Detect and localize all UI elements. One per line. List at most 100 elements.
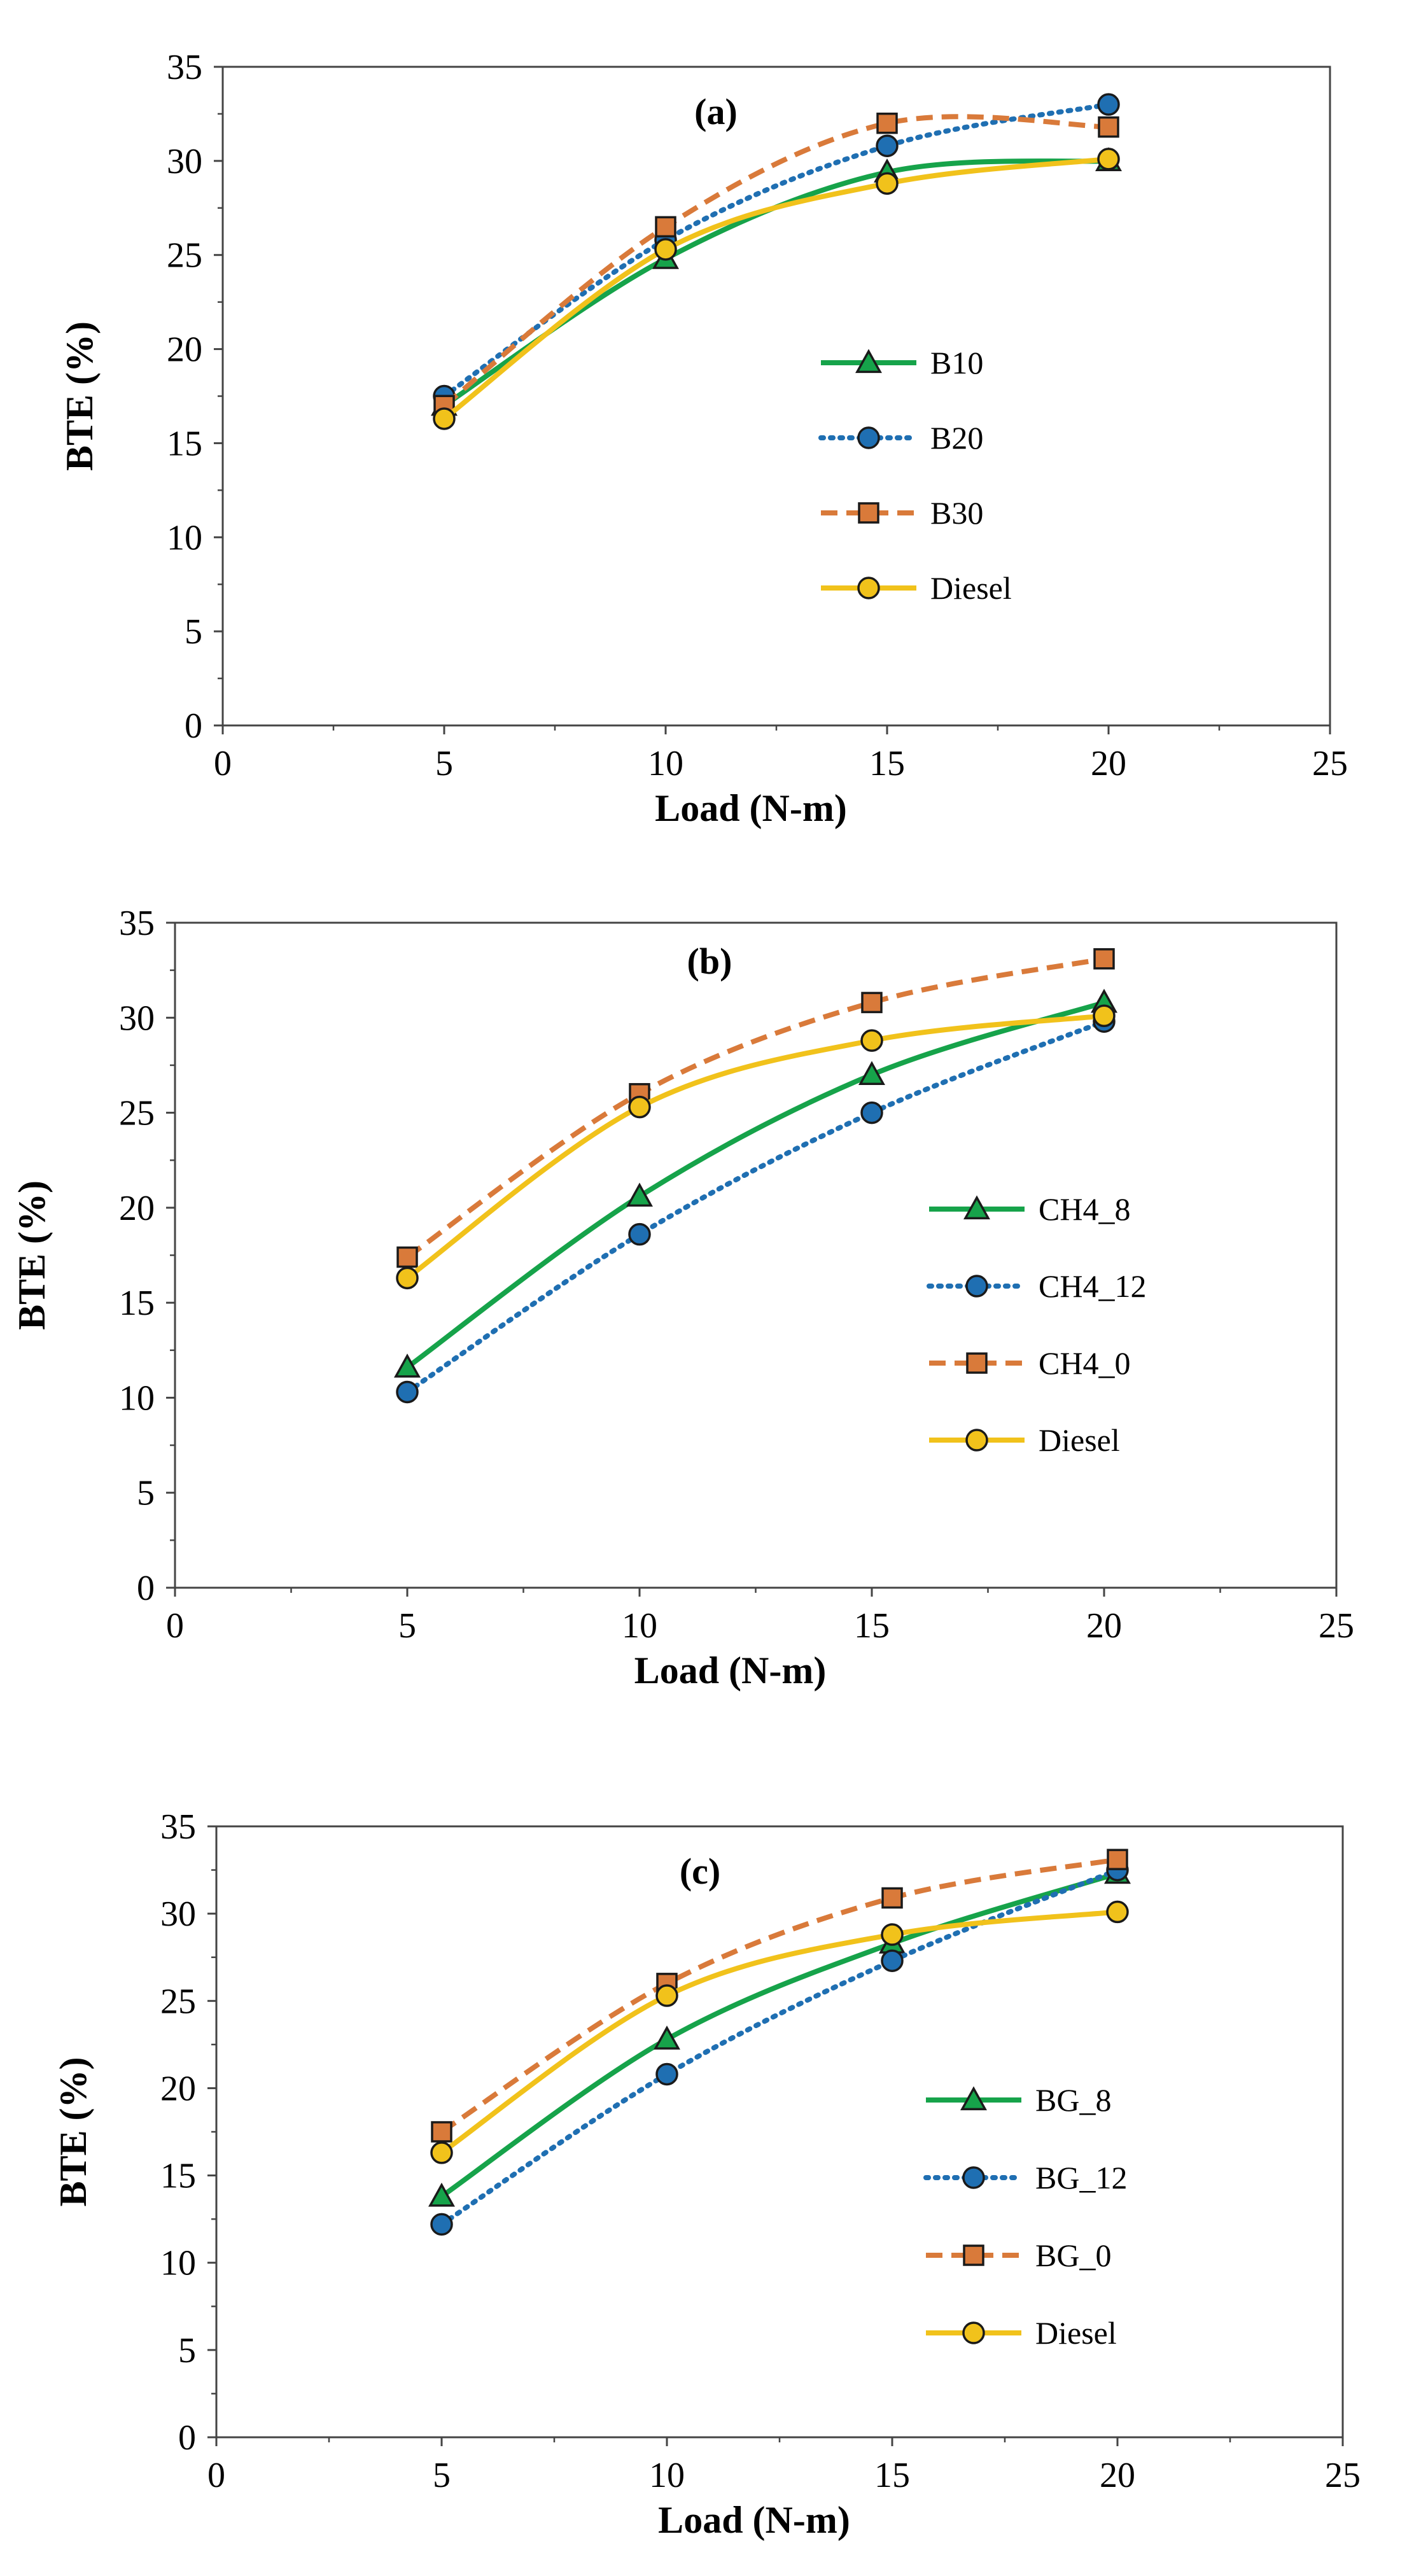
data-point-CH4_0-15: [861, 991, 883, 1014]
data-point-BG_12-15: [881, 1949, 904, 1972]
series-line-BG_8: [440, 1871, 1119, 2199]
legend-label-CH4_0: CH4_0: [1039, 1345, 1130, 1381]
legend-label-Diesel: Diesel: [930, 570, 1012, 606]
legend-marker-Diesel: [857, 577, 880, 599]
y-tick-label: 5: [178, 2331, 196, 2370]
x-tick-label: 20: [1100, 2456, 1135, 2495]
y-axis-title: BTE (%): [59, 321, 101, 471]
legend-label-BG_8: BG_8: [1035, 2082, 1111, 2118]
data-point-Diesel-5: [396, 1266, 419, 1290]
data-point-BG_12-5: [430, 2213, 453, 2236]
data-point-BG_0-20: [1107, 1849, 1128, 1870]
legend-label-Diesel: Diesel: [1035, 2315, 1117, 2351]
data-point-CH4_12-5: [396, 1380, 419, 1404]
data-point-Diesel-10: [655, 1984, 678, 2007]
legend-marker-B20: [857, 426, 880, 449]
x-tick-label: 20: [1091, 744, 1126, 783]
series-line-BG_12: [439, 1867, 1120, 2227]
y-tick-label: 10: [167, 518, 202, 557]
legend-label-CH4_12: CH4_12: [1039, 1268, 1146, 1304]
series-line-B30: [442, 114, 1109, 408]
x-tick-label: 15: [854, 1606, 890, 1646]
series-line-Diesel: [440, 1909, 1118, 2155]
x-tick-label: 20: [1086, 1606, 1122, 1646]
x-tick-label: 10: [622, 1606, 657, 1646]
y-tick-label: 0: [185, 706, 202, 746]
legend-label-CH4_8: CH4_8: [1039, 1191, 1130, 1227]
data-point-BG_12-10: [655, 2062, 678, 2086]
y-tick-label: 15: [119, 1284, 155, 1323]
data-point-BG_0-5: [431, 2121, 452, 2143]
series-line-Diesel: [405, 1013, 1105, 1280]
y-tick-label: 20: [160, 2069, 196, 2108]
y-tick-label: 15: [167, 424, 202, 463]
x-tick-label: 10: [649, 2456, 685, 2495]
data-point-Diesel-5: [433, 407, 456, 430]
legend-marker-CH4_0: [966, 1352, 988, 1374]
data-point-CH4_8-15: [858, 1061, 885, 1086]
x-tick-label: 5: [433, 2456, 451, 2495]
legend-label-Diesel: Diesel: [1039, 1422, 1120, 1458]
data-point-B20-15: [876, 134, 899, 157]
legend-marker-BG_0: [963, 2244, 984, 2266]
y-tick-label: 5: [185, 612, 202, 652]
data-point-BG_8-5: [428, 2182, 455, 2207]
y-tick-label: 35: [119, 904, 155, 943]
plot-frame: [174, 921, 1338, 1589]
x-tick-label: 5: [398, 1606, 416, 1646]
y-tick-label: 20: [167, 330, 202, 370]
legend-label-B20: B20: [930, 420, 983, 456]
legend-label-B30: B30: [930, 495, 983, 531]
y-tick-label: 15: [160, 2157, 196, 2196]
panel-label: (a): [694, 91, 738, 132]
x-axis-title: Load (N-m): [658, 2499, 850, 2541]
chart-panel-3: 0 5 10 15 20 25 0 5 10 15 20 25 30 35 Load (N-m) BTE (%…: [52, 1807, 1361, 2541]
data-point-Diesel-15: [881, 1923, 904, 1946]
y-axis-title: BTE (%): [52, 2057, 94, 2206]
y-tick-label: 10: [160, 2244, 196, 2283]
y-tick-label: 35: [160, 1807, 196, 1847]
series-line-Diesel: [442, 156, 1109, 421]
series-line-CH4_0: [405, 956, 1105, 1259]
legend-marker-CH4_8: [963, 1195, 990, 1220]
y-tick-label: 25: [119, 1094, 155, 1133]
x-axis-title: Load (N-m): [655, 787, 847, 829]
panel-label: (c): [680, 1851, 720, 1892]
legend-marker-B10: [855, 349, 882, 374]
data-point-Diesel-5: [430, 2141, 453, 2164]
series-line-B20: [442, 102, 1111, 399]
y-tick-label: 30: [160, 1894, 196, 1934]
legend-label-BG_12: BG_12: [1035, 2160, 1127, 2195]
legend-marker-BG_8: [960, 2086, 987, 2111]
data-point-CH4_8-10: [626, 1182, 653, 1207]
data-point-B30-20: [1098, 116, 1119, 138]
legend-marker-B30: [858, 502, 879, 524]
y-tick-label: 10: [119, 1378, 155, 1418]
x-tick-label: 25: [1319, 1606, 1354, 1646]
legend-marker-CH4_12: [965, 1275, 988, 1298]
data-point-Diesel-10: [628, 1095, 651, 1119]
y-tick-label: 0: [137, 1569, 155, 1608]
series-line-CH4_8: [405, 1000, 1105, 1369]
legend-marker-Diesel: [965, 1429, 988, 1452]
y-tick-label: 0: [178, 2418, 196, 2458]
series-line-B10: [442, 158, 1109, 408]
data-point-Diesel-20: [1106, 1900, 1129, 1924]
data-point-BG_0-15: [881, 1887, 903, 1909]
chart-panel-1: 0 5 10 15 20 25 0 5 10 15 20 25 30 35 Load (N-m) BTE (%…: [59, 48, 1348, 829]
legend-marker-Diesel: [962, 2321, 985, 2344]
x-tick-label: 25: [1312, 744, 1348, 783]
data-point-Diesel-15: [860, 1029, 883, 1052]
x-tick-label: 0: [214, 744, 232, 783]
data-point-BG_8-10: [654, 2026, 680, 2050]
data-point-Diesel-20: [1093, 1004, 1116, 1028]
x-tick-label: 25: [1325, 2456, 1361, 2495]
y-tick-label: 35: [167, 48, 202, 87]
data-point-CH4_8-5: [394, 1354, 421, 1378]
y-axis-title: BTE (%): [11, 1180, 53, 1330]
data-point-CH4_0-5: [396, 1246, 418, 1268]
x-tick-label: 15: [874, 2456, 910, 2495]
legend-label-B10: B10: [930, 345, 983, 381]
y-tick-label: 20: [119, 1189, 155, 1228]
